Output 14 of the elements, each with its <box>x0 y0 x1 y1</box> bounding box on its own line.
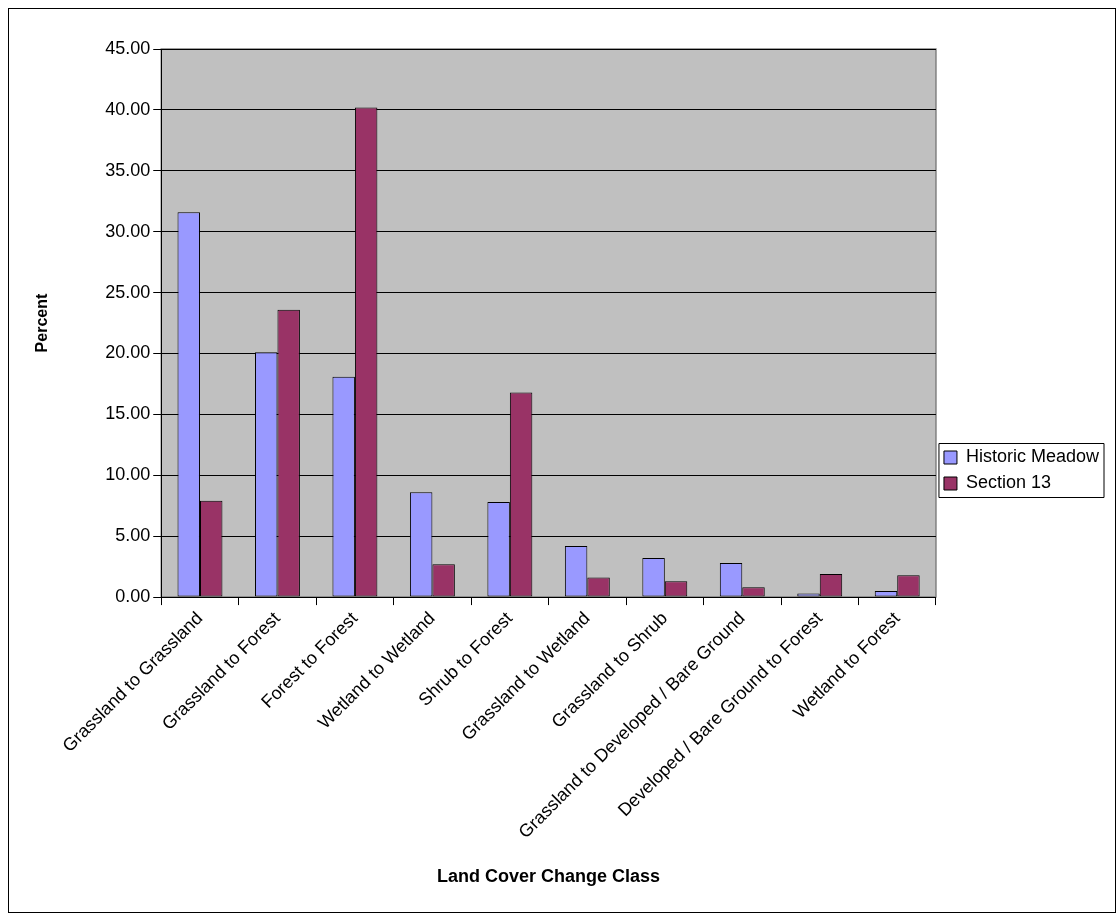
y-tick-label: 15.00 <box>105 403 151 424</box>
y-tick-label: 35.00 <box>105 159 151 180</box>
y-tick-label: 45.00 <box>105 37 151 58</box>
legend-label: Section 13 <box>965 472 1052 493</box>
legend-label: Historic Meadow <box>965 446 1100 467</box>
y-tick-label: 5.00 <box>115 525 151 546</box>
y-tick-label: 25.00 <box>105 281 151 302</box>
y-tick-label: 40.00 <box>105 98 151 119</box>
y-axis-title: Percent <box>33 293 51 353</box>
y-tick-label: 0.00 <box>115 586 151 607</box>
y-tick-label: 20.00 <box>105 342 151 363</box>
y-tick-label: 10.00 <box>105 464 151 485</box>
y-tick-label: 30.00 <box>105 220 151 241</box>
x-axis-title: Land Cover Change Class <box>437 866 661 887</box>
